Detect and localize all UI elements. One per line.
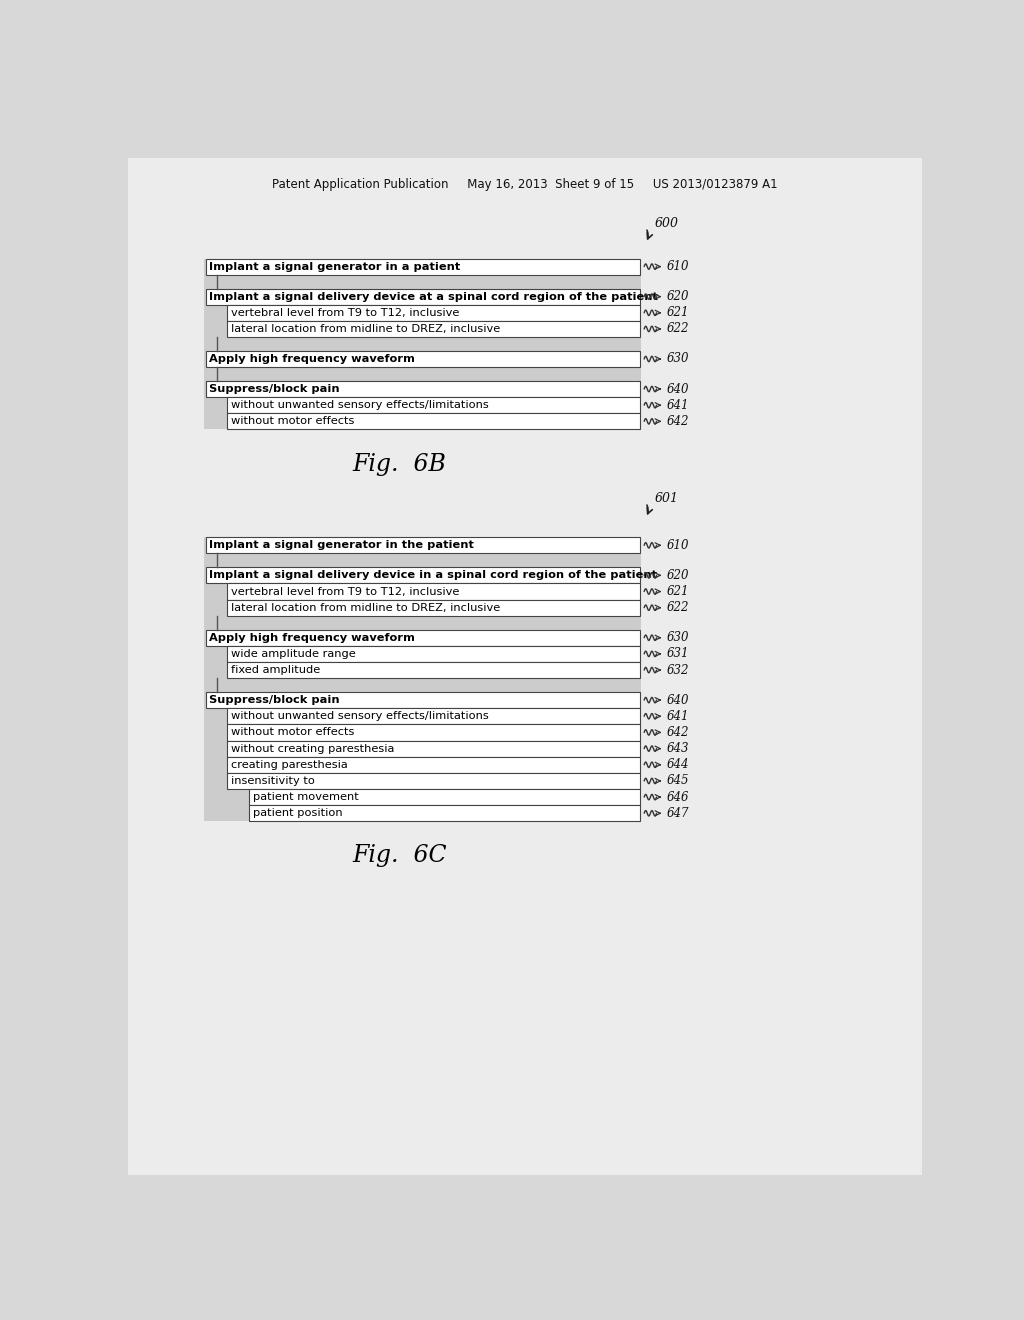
Bar xyxy=(227,413,640,429)
Text: Implant a signal generator in a patient: Implant a signal generator in a patient xyxy=(209,261,461,272)
Text: 642: 642 xyxy=(667,414,689,428)
Text: 621: 621 xyxy=(667,306,689,319)
Bar xyxy=(227,774,640,789)
Text: 641: 641 xyxy=(667,710,689,723)
Text: Implant a signal delivery device at a spinal cord region of the patient: Implant a signal delivery device at a sp… xyxy=(209,292,658,301)
Text: 630: 630 xyxy=(667,631,689,644)
Text: without creating paresthesia: without creating paresthesia xyxy=(231,743,394,754)
Bar xyxy=(227,583,640,599)
Bar xyxy=(227,709,640,725)
Text: patient position: patient position xyxy=(253,808,342,818)
Text: Suppress/block pain: Suppress/block pain xyxy=(209,384,340,393)
Bar xyxy=(204,259,641,429)
Bar xyxy=(249,805,640,821)
Bar xyxy=(206,692,640,708)
Text: Implant a signal delivery device in a spinal cord region of the patient: Implant a signal delivery device in a sp… xyxy=(209,570,657,581)
Text: 640: 640 xyxy=(667,383,689,396)
Text: 601: 601 xyxy=(655,492,679,506)
Bar xyxy=(206,289,640,305)
Text: 631: 631 xyxy=(667,647,689,660)
Bar xyxy=(206,537,640,553)
Text: lateral location from midline to DREZ, inclusive: lateral location from midline to DREZ, i… xyxy=(231,603,501,612)
Text: Implant a signal generator in the patient: Implant a signal generator in the patien… xyxy=(209,540,474,550)
Bar xyxy=(227,645,640,663)
Bar xyxy=(206,351,640,367)
Text: vertebral level from T9 to T12, inclusive: vertebral level from T9 to T12, inclusiv… xyxy=(231,308,460,318)
Bar xyxy=(206,259,640,275)
Text: Suppress/block pain: Suppress/block pain xyxy=(209,696,340,705)
Text: 610: 610 xyxy=(667,539,689,552)
Text: 610: 610 xyxy=(667,260,689,273)
Bar xyxy=(227,756,640,774)
Text: Apply high frequency waveform: Apply high frequency waveform xyxy=(209,354,416,364)
Text: 645: 645 xyxy=(667,775,689,788)
Text: Apply high frequency waveform: Apply high frequency waveform xyxy=(209,632,416,643)
Bar xyxy=(227,741,640,756)
Bar xyxy=(249,789,640,805)
Text: 620: 620 xyxy=(667,290,689,304)
Text: 630: 630 xyxy=(667,352,689,366)
Text: without motor effects: without motor effects xyxy=(231,727,354,738)
Bar xyxy=(227,321,640,337)
Text: 622: 622 xyxy=(667,601,689,614)
Text: 647: 647 xyxy=(667,807,689,820)
Text: patient movement: patient movement xyxy=(253,792,358,803)
Text: 622: 622 xyxy=(667,322,689,335)
Text: Patent Application Publication     May 16, 2013  Sheet 9 of 15     US 2013/01238: Patent Application Publication May 16, 2… xyxy=(272,178,777,190)
Bar xyxy=(227,397,640,413)
Text: fixed amplitude: fixed amplitude xyxy=(231,665,321,675)
Text: 640: 640 xyxy=(667,693,689,706)
Text: 620: 620 xyxy=(667,569,689,582)
Text: wide amplitude range: wide amplitude range xyxy=(231,649,355,659)
Bar xyxy=(206,568,640,583)
Bar xyxy=(204,537,641,821)
Text: Fig.  6B: Fig. 6B xyxy=(352,453,446,475)
Text: without unwanted sensory effects/limitations: without unwanted sensory effects/limitat… xyxy=(231,711,488,721)
Text: 646: 646 xyxy=(667,791,689,804)
Text: vertebral level from T9 to T12, inclusive: vertebral level from T9 to T12, inclusiv… xyxy=(231,586,460,597)
Text: creating paresthesia: creating paresthesia xyxy=(231,760,348,770)
Bar xyxy=(227,305,640,321)
Text: without motor effects: without motor effects xyxy=(231,416,354,426)
Bar xyxy=(227,663,640,678)
Text: Fig.  6C: Fig. 6C xyxy=(352,845,446,867)
Text: 644: 644 xyxy=(667,758,689,771)
Bar xyxy=(206,381,640,397)
Text: 641: 641 xyxy=(667,399,689,412)
Text: insensitivity to: insensitivity to xyxy=(231,776,315,785)
Bar xyxy=(206,630,640,645)
Text: 643: 643 xyxy=(667,742,689,755)
Text: 600: 600 xyxy=(655,218,679,231)
Bar xyxy=(227,725,640,741)
Text: 642: 642 xyxy=(667,726,689,739)
Text: 621: 621 xyxy=(667,585,689,598)
Text: 632: 632 xyxy=(667,664,689,677)
Bar xyxy=(227,599,640,615)
Text: lateral location from midline to DREZ, inclusive: lateral location from midline to DREZ, i… xyxy=(231,323,501,334)
Text: without unwanted sensory effects/limitations: without unwanted sensory effects/limitat… xyxy=(231,400,488,411)
